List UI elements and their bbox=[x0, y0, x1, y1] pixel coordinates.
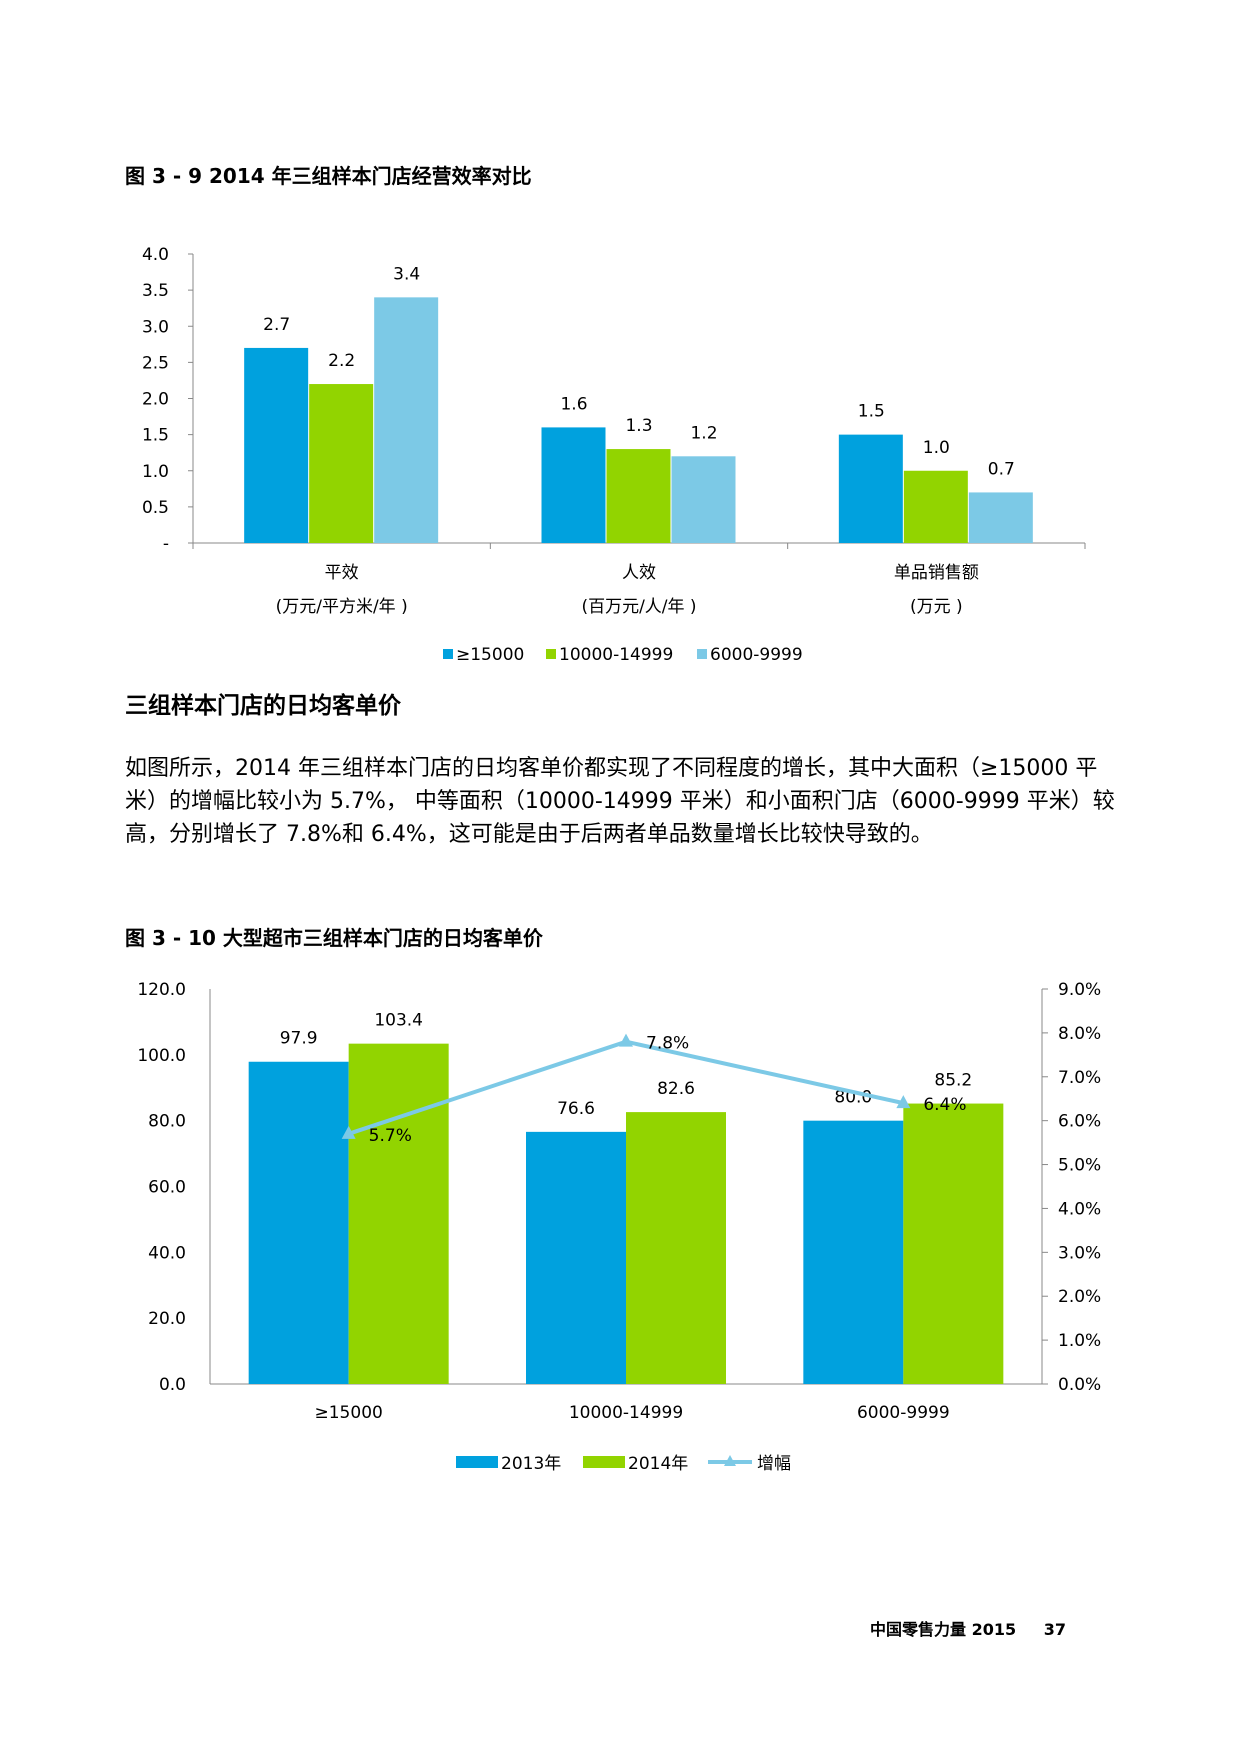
y-tick-label: 0.5 bbox=[142, 498, 169, 518]
y-tick-label: 120.0 bbox=[137, 980, 186, 1000]
bar bbox=[606, 449, 671, 543]
figure-3-10-title: 图 3 - 10 大型超市三组样本门店的日均客单价 bbox=[125, 926, 543, 950]
y-tick-label: 4.0 bbox=[142, 245, 169, 265]
page-footer: 中国零售力量 2015 37 bbox=[870, 1616, 1066, 1640]
x-category-unit: (万元/平方米/年 ) bbox=[276, 597, 408, 617]
y-tick-label: 0.0 bbox=[159, 1375, 186, 1395]
legend-label: ≥15000 bbox=[456, 645, 524, 665]
y-tick-label: 1.5 bbox=[142, 426, 169, 446]
bar bbox=[309, 384, 374, 543]
x-category-unit: (百万元/人/年 ) bbox=[581, 597, 696, 617]
legend-swatch bbox=[546, 649, 556, 659]
y-tick-label: - bbox=[163, 534, 169, 554]
y-tick-label: 20.0 bbox=[148, 1309, 186, 1329]
y-tick-label: 80.0 bbox=[148, 1112, 186, 1132]
y-tick-label: 100.0 bbox=[137, 1046, 186, 1066]
legend-label: 2014年 bbox=[628, 1454, 688, 1474]
x-category-label: 人效 bbox=[622, 563, 656, 583]
data-label: 1.0 bbox=[923, 438, 950, 458]
bar bbox=[374, 297, 439, 543]
x-category-unit: (万元 ) bbox=[910, 597, 963, 617]
growth-marker bbox=[341, 1125, 356, 1139]
bar bbox=[903, 470, 968, 543]
legend-marker bbox=[724, 1455, 736, 1466]
bar bbox=[348, 1043, 449, 1384]
data-label: 103.4 bbox=[374, 1011, 423, 1031]
y2-tick-label: 1.0% bbox=[1058, 1331, 1101, 1351]
data-label: 1.2 bbox=[690, 423, 717, 443]
bar bbox=[671, 456, 736, 543]
x-category-label: 单品销售额 bbox=[894, 563, 979, 583]
bar bbox=[248, 1061, 349, 1384]
chart-daily-avg-transaction: 0.0 20.0 40.0 60.0 80.0 100.0 120.0 0.0% 1.0% 2.0… bbox=[137, 980, 1101, 1474]
bar bbox=[541, 427, 606, 543]
data-label: 3.4 bbox=[393, 264, 420, 284]
legend-label: 2013年 bbox=[501, 1454, 561, 1474]
y-tick-label: 2.0 bbox=[142, 390, 169, 410]
bar bbox=[968, 492, 1033, 543]
y-tick-label: 60.0 bbox=[148, 1178, 186, 1198]
data-label: 97.9 bbox=[280, 1029, 318, 1049]
data-label: 85.2 bbox=[934, 1071, 972, 1091]
data-label: 2.2 bbox=[328, 351, 355, 371]
data-label: 82.6 bbox=[657, 1079, 695, 1099]
legend-swatch bbox=[456, 1456, 498, 1468]
y2-tick-label: 4.0% bbox=[1058, 1199, 1101, 1219]
growth-marker bbox=[896, 1095, 911, 1109]
legend-swatch bbox=[697, 649, 707, 659]
bar bbox=[626, 1112, 726, 1384]
x-category-label: 平效 bbox=[325, 563, 359, 583]
y2-tick-label: 6.0% bbox=[1058, 1112, 1101, 1132]
y2-tick-label: 2.0% bbox=[1058, 1287, 1101, 1307]
growth-label: 6.4% bbox=[923, 1095, 966, 1115]
x-category-label: 6000-9999 bbox=[857, 1403, 950, 1423]
data-label: 0.7 bbox=[988, 459, 1015, 479]
growth-marker bbox=[619, 1033, 633, 1047]
bar bbox=[903, 1103, 1004, 1384]
growth-label: 7.8% bbox=[646, 1034, 689, 1054]
growth-label: 5.7% bbox=[369, 1126, 412, 1146]
chart-operating-efficiency: - 0.5 1.0 1.5 2.0 2.5 3.0 3.5 4.0 2.7 2.2 3.4 平效 (万元/… bbox=[142, 245, 1086, 665]
legend-label: 10000-14999 bbox=[559, 645, 673, 665]
section-heading: 三组样本门店的日均客单价 bbox=[125, 693, 401, 719]
legend-label: 增幅 bbox=[757, 1454, 791, 1474]
bar bbox=[838, 434, 903, 543]
y2-tick-label: 0.0% bbox=[1058, 1375, 1101, 1395]
y-tick-label: 2.5 bbox=[142, 353, 169, 373]
y-tick-label: 3.5 bbox=[142, 281, 169, 301]
x-category-label: ≥15000 bbox=[315, 1403, 383, 1423]
legend-label: 6000-9999 bbox=[710, 645, 803, 665]
data-label: 1.5 bbox=[858, 402, 885, 422]
legend-swatch bbox=[583, 1456, 625, 1468]
data-label: 1.3 bbox=[625, 416, 652, 436]
y-tick-label: 40.0 bbox=[148, 1243, 186, 1263]
x-category-label: 10000-14999 bbox=[569, 1403, 683, 1423]
y2-tick-label: 9.0% bbox=[1058, 980, 1101, 1000]
data-label: 76.6 bbox=[557, 1099, 595, 1119]
page-number: 37 bbox=[1043, 1620, 1066, 1639]
y2-tick-label: 7.0% bbox=[1058, 1068, 1101, 1088]
y-tick-label: 1.0 bbox=[142, 462, 169, 482]
bar bbox=[803, 1120, 904, 1384]
legend-swatch bbox=[443, 649, 453, 659]
bar bbox=[244, 347, 309, 543]
y2-tick-label: 3.0% bbox=[1058, 1243, 1101, 1263]
y2-tick-label: 8.0% bbox=[1058, 1024, 1101, 1044]
data-label: 2.7 bbox=[263, 315, 290, 335]
y2-tick-label: 5.0% bbox=[1058, 1156, 1101, 1176]
body-paragraph: 如图所示，2014 年三组样本门店的日均客单价都实现了不同程度的增长，其中大面积… bbox=[125, 756, 1115, 847]
y-tick-label: 3.0 bbox=[142, 317, 169, 337]
data-label: 1.6 bbox=[560, 394, 587, 414]
bar bbox=[526, 1131, 626, 1384]
figure-3-9-title: 图 3 - 9 2014 年三组样本门店经营效率对比 bbox=[125, 164, 532, 188]
footer-publication: 中国零售力量 2015 bbox=[870, 1620, 1017, 1639]
